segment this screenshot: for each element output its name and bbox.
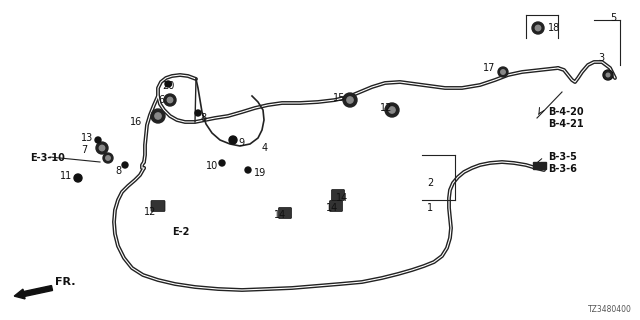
Text: 14: 14: [336, 193, 348, 203]
Text: 4: 4: [262, 143, 268, 153]
Text: FR.: FR.: [55, 277, 76, 287]
Text: 8: 8: [116, 166, 122, 176]
Circle shape: [164, 94, 176, 106]
Circle shape: [106, 156, 110, 160]
Circle shape: [155, 113, 161, 119]
Text: B-4-20
B-4-21: B-4-20 B-4-21: [548, 107, 584, 129]
Circle shape: [151, 109, 165, 123]
Text: 17: 17: [483, 63, 495, 73]
Circle shape: [535, 25, 541, 31]
Text: 14: 14: [326, 203, 338, 213]
Circle shape: [74, 174, 82, 182]
Circle shape: [245, 167, 251, 173]
FancyBboxPatch shape: [330, 201, 342, 212]
Circle shape: [95, 137, 101, 143]
Circle shape: [606, 73, 610, 77]
Text: E-2: E-2: [172, 227, 189, 237]
Text: 7: 7: [81, 145, 87, 155]
Circle shape: [389, 107, 395, 113]
Circle shape: [195, 110, 201, 116]
Circle shape: [532, 22, 544, 34]
Text: 6: 6: [158, 95, 164, 105]
Circle shape: [499, 68, 507, 76]
Text: 19: 19: [254, 168, 266, 178]
Text: 10: 10: [205, 161, 218, 171]
Circle shape: [385, 103, 399, 117]
Text: TZ3480400: TZ3480400: [588, 305, 632, 314]
FancyBboxPatch shape: [278, 207, 291, 219]
Text: E-3-10: E-3-10: [30, 153, 65, 163]
Text: 16: 16: [130, 117, 142, 127]
Text: 13: 13: [81, 133, 93, 143]
Text: 12: 12: [143, 207, 156, 217]
Text: 12: 12: [380, 103, 392, 113]
Circle shape: [167, 97, 173, 103]
Text: 14: 14: [274, 210, 286, 220]
Bar: [540, 162, 546, 169]
Circle shape: [603, 70, 613, 80]
Circle shape: [99, 145, 105, 151]
Text: 18: 18: [548, 23, 560, 33]
Circle shape: [343, 93, 357, 107]
Text: 15: 15: [333, 93, 345, 103]
Circle shape: [500, 70, 505, 74]
Circle shape: [122, 162, 128, 168]
Text: 20: 20: [162, 81, 174, 91]
Circle shape: [103, 153, 113, 163]
Circle shape: [165, 81, 171, 87]
Text: 1: 1: [427, 203, 433, 213]
Circle shape: [219, 160, 225, 166]
Text: 11: 11: [60, 171, 72, 181]
Circle shape: [604, 71, 612, 79]
Text: B-3-5
B-3-6: B-3-5 B-3-6: [548, 152, 577, 174]
Circle shape: [96, 142, 108, 154]
FancyBboxPatch shape: [151, 201, 165, 212]
Circle shape: [347, 97, 353, 103]
Circle shape: [498, 67, 508, 77]
Text: 9: 9: [238, 138, 244, 148]
Bar: [533, 162, 539, 169]
FancyBboxPatch shape: [332, 189, 344, 201]
FancyArrow shape: [14, 285, 52, 299]
Text: 5: 5: [610, 13, 616, 23]
Circle shape: [166, 82, 172, 86]
Text: 2: 2: [427, 178, 433, 188]
Circle shape: [229, 136, 237, 144]
Text: 8: 8: [200, 113, 206, 123]
Text: 3: 3: [598, 53, 604, 63]
